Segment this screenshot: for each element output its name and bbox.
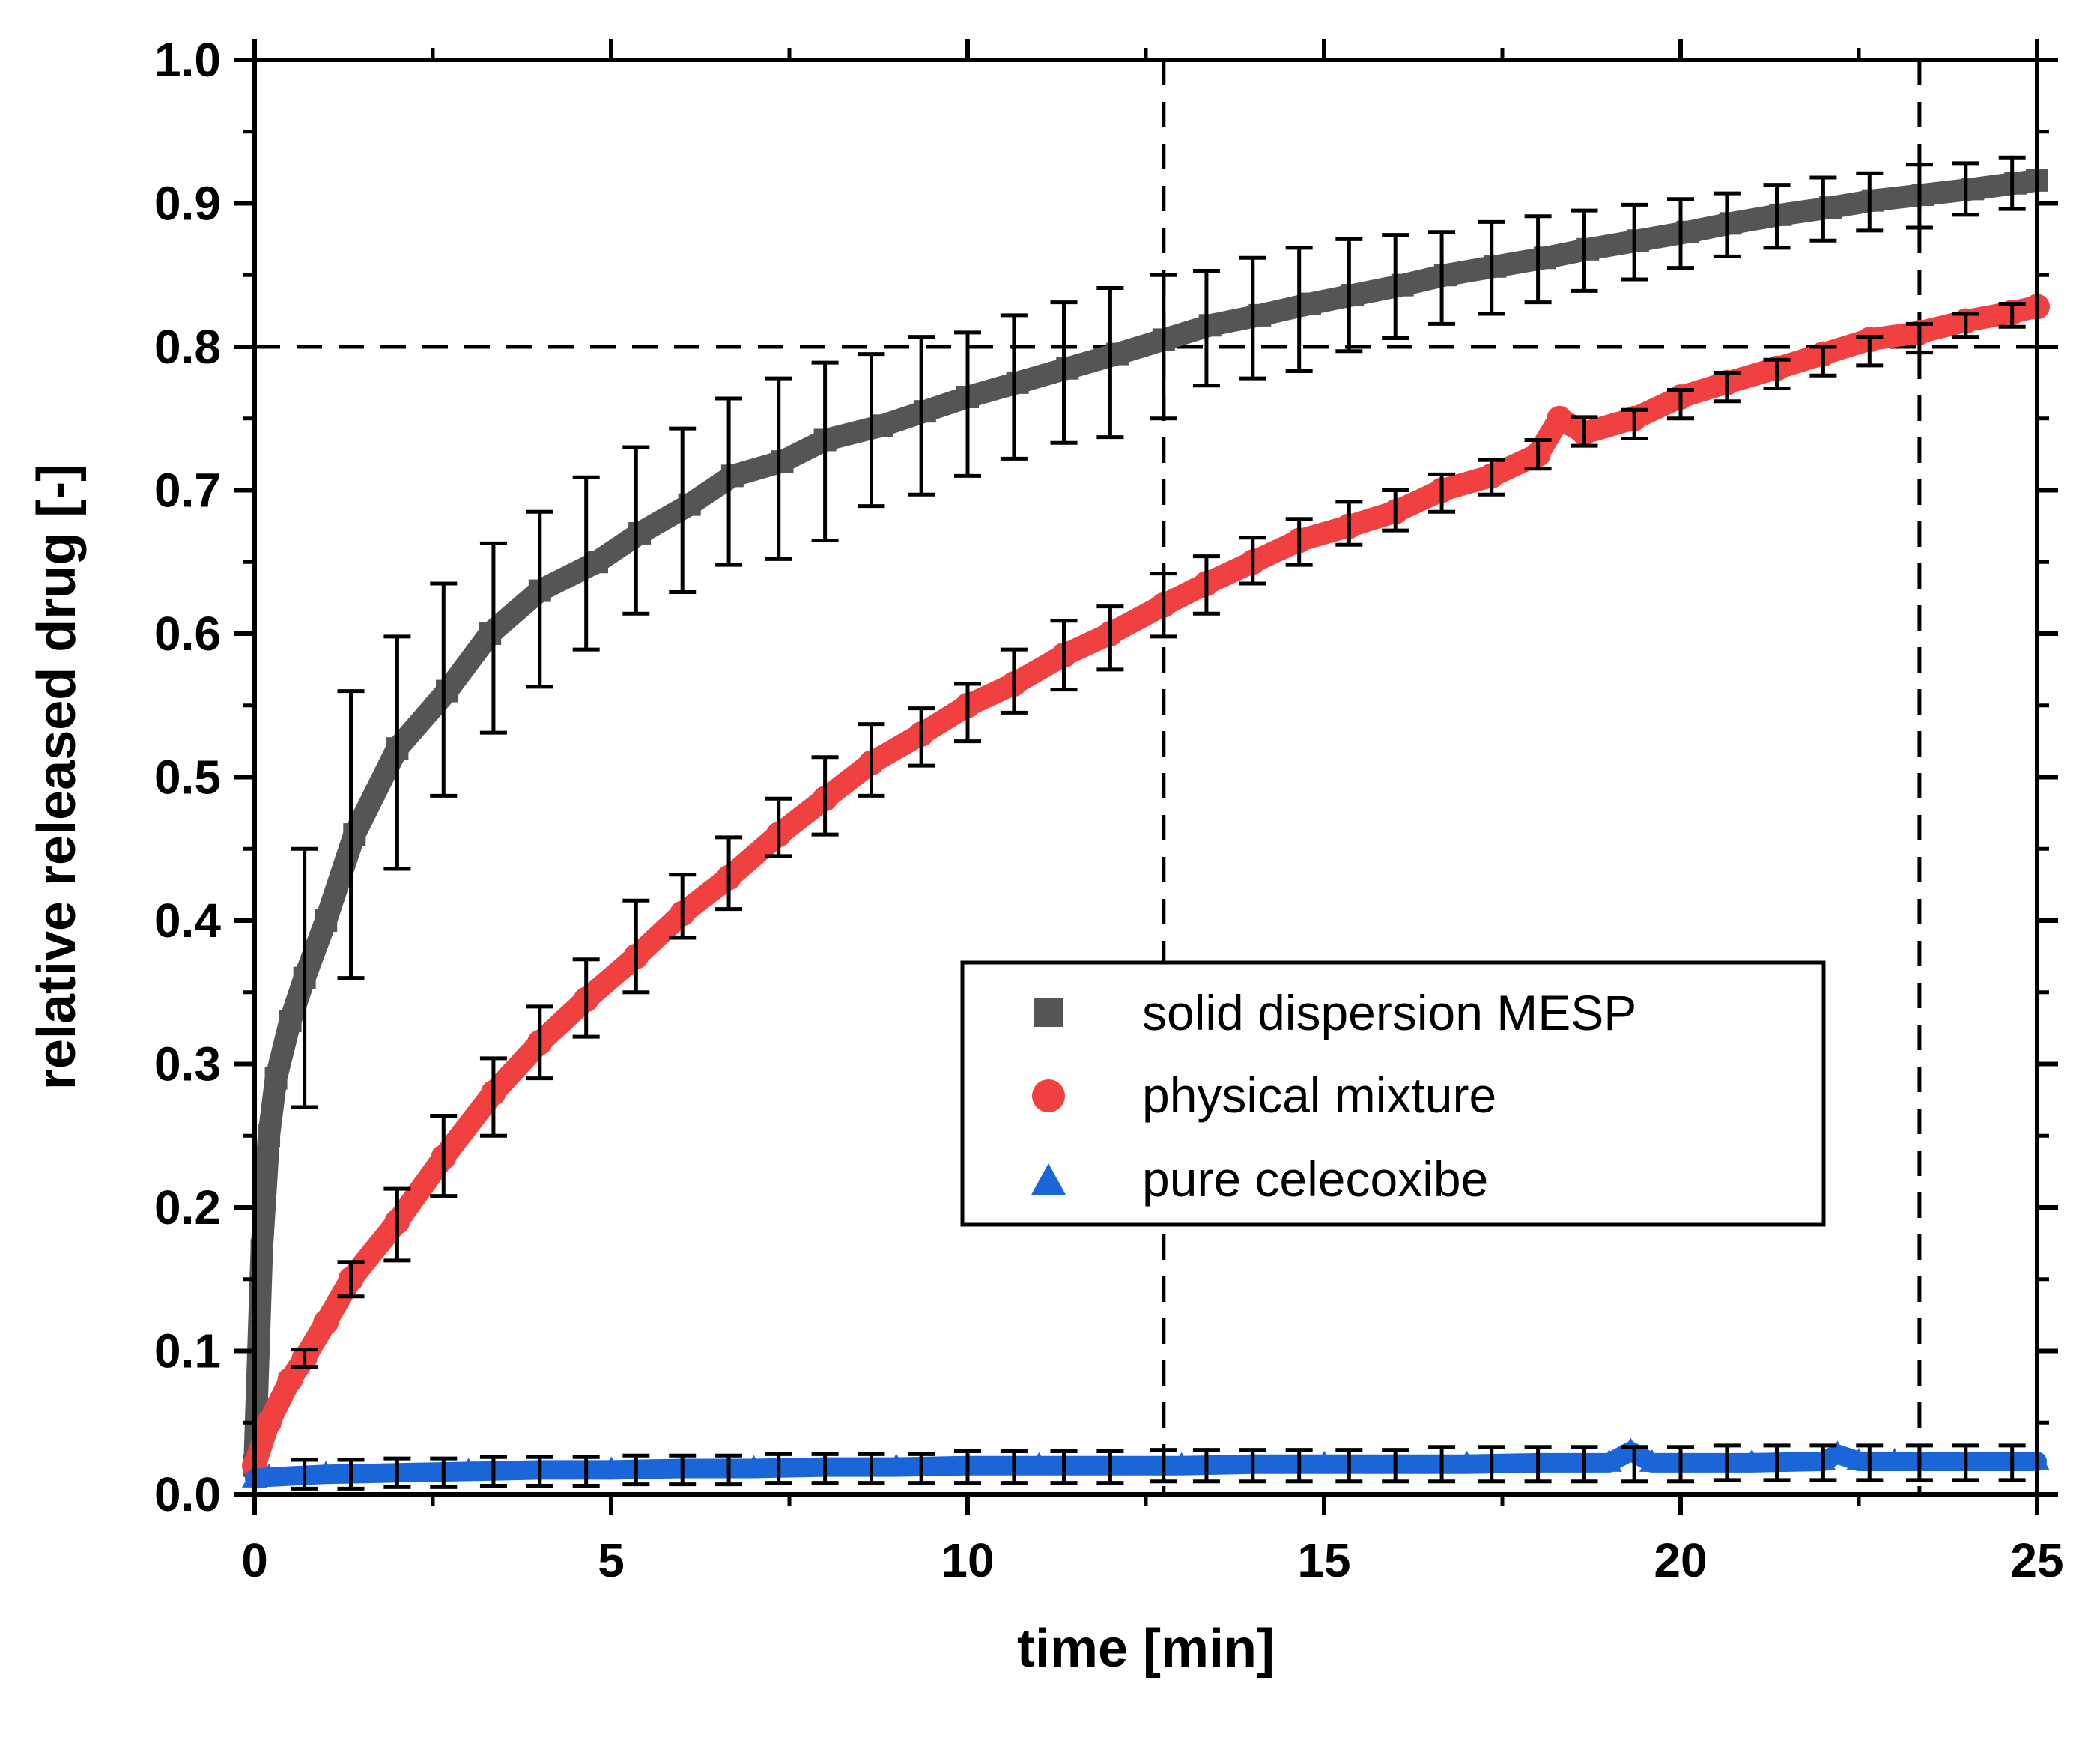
data-point-solid-dispersion-mesp: [1341, 284, 1365, 307]
data-point-solid-dispersion-mesp: [479, 622, 502, 645]
y-tick-label: 0.8: [154, 320, 221, 374]
data-point-solid-dispersion-mesp: [1198, 314, 1222, 337]
x-tick-label: 15: [1297, 1533, 1350, 1587]
data-point-solid-dispersion-mesp: [1298, 292, 1321, 315]
data-point-solid-dispersion-mesp: [264, 1067, 288, 1090]
plot-frame: [252, 58, 2039, 1497]
data-point-physical-mixture: [1547, 405, 1573, 431]
data-point-solid-dispersion-mesp: [1576, 237, 1600, 261]
data-point-solid-dispersion-mesp: [2004, 172, 2027, 195]
data-point-pure-celecoxibe: [1639, 1449, 1665, 1472]
y-tick-label: 1.0: [154, 33, 221, 87]
y-tick-label: 0.0: [154, 1467, 221, 1521]
series-line-pure-celecoxibe: [245, 1441, 2047, 1488]
y-axis-ticks: 0.0 0.1 0.2 0.3 0.4 0.5 0.6 0.7 0.8 0.9 1.0: [154, 33, 2058, 1521]
legend-marker-square: [1034, 998, 1063, 1027]
legend-box: [960, 960, 1826, 1227]
y-tick-label: 0.4: [154, 894, 221, 948]
data-point-solid-dispersion-mesp: [436, 679, 459, 703]
data-point-solid-dispersion-mesp: [628, 521, 652, 545]
data-point-solid-dispersion-mesp: [585, 551, 608, 574]
data-point-physical-mixture: [256, 1410, 282, 1436]
data-point-pure-celecoxibe: [1739, 1449, 1765, 1472]
legend-marker-triangle: [1031, 1163, 1066, 1195]
x-tick-label: 10: [941, 1533, 994, 1587]
data-point-solid-dispersion-mesp: [720, 464, 744, 488]
legend-label-solid-dispersion: solid dispersion MESP: [1142, 985, 1636, 1040]
x-tick-label: 5: [598, 1533, 625, 1587]
x-tick-label: 25: [2010, 1533, 2063, 1587]
data-point-pure-celecoxibe: [1846, 1447, 1872, 1470]
legend-label-pure-celecoxibe: pure celecoxibe: [1142, 1151, 1488, 1207]
data-point-solid-dispersion-mesp: [1484, 255, 1507, 278]
error-bars: [291, 155, 2026, 1491]
legend-marker-circle: [1032, 1079, 1065, 1112]
data-point-pure-celecoxibe: [1454, 1450, 1480, 1473]
data-point-solid-dispersion-mesp: [315, 909, 338, 932]
y-tick-label: 0.7: [154, 464, 221, 518]
y-tick-label: 0.3: [154, 1037, 221, 1091]
data-point-solid-dispersion-mesp: [1911, 184, 1934, 207]
legend-label-physical-mixture: physical mixture: [1142, 1067, 1496, 1123]
data-point-pure-celecoxibe: [598, 1456, 624, 1479]
data-point-physical-mixture: [313, 1309, 339, 1336]
data-point-pure-celecoxibe: [1618, 1437, 1644, 1461]
data-point-solid-dispersion-mesp: [343, 823, 366, 846]
data-point-solid-dispersion-mesp: [1719, 212, 1742, 235]
y-tick-label: 0.2: [154, 1180, 221, 1234]
data-point-solid-dispersion-mesp: [1433, 264, 1457, 287]
y-axis-title: relative released drug [-]: [27, 464, 87, 1090]
y-tick-label: 0.9: [154, 177, 221, 231]
x-axis-title: time [min]: [1017, 1619, 1275, 1679]
data-point-pure-celecoxibe: [883, 1453, 909, 1476]
data-point-pure-celecoxibe: [1311, 1450, 1337, 1473]
data-point-solid-dispersion-mesp: [771, 450, 794, 473]
x-axis-ticks: 0 5 10 15 20 25: [241, 39, 2064, 1587]
data-point-solid-dispersion-mesp: [870, 414, 893, 437]
data-point-pure-celecoxibe: [1881, 1447, 1908, 1470]
data-point-pure-celecoxibe: [1168, 1452, 1195, 1475]
data-point-solid-dispersion-mesp: [1006, 371, 1029, 394]
y-tick-label: 0.1: [154, 1324, 221, 1378]
y-tick-label: 0.5: [154, 751, 221, 804]
data-point-pure-celecoxibe: [313, 1461, 339, 1484]
data-point-pure-celecoxibe: [1824, 1440, 1851, 1464]
data-point-solid-dispersion-mesp: [1626, 229, 1649, 252]
x-tick-label: 20: [1654, 1533, 1707, 1587]
data-point-solid-dispersion-mesp: [1056, 357, 1079, 380]
y-tick-label: 0.6: [154, 607, 221, 661]
data-point-pure-celecoxibe: [741, 1455, 767, 1478]
data-point-solid-dispersion-mesp: [258, 1124, 281, 1148]
series-line-physical-mixture: [243, 295, 2048, 1477]
data-point-solid-dispersion-mesp: [279, 1010, 302, 1033]
data-point-solid-dispersion-mesp: [1769, 203, 1792, 226]
reference-lines: [255, 60, 2037, 1494]
data-point-pure-celecoxibe: [1596, 1449, 1622, 1472]
data-point-solid-dispersion-mesp: [1862, 189, 1885, 212]
x-tick-label: 0: [241, 1533, 268, 1587]
data-point-pure-celecoxibe: [1026, 1452, 1052, 1475]
data-point-physical-mixture: [277, 1366, 303, 1392]
data-point-pure-celecoxibe: [256, 1464, 282, 1487]
legend: solid dispersion MESP physical mixture p…: [960, 960, 1826, 1227]
data-point-pure-celecoxibe: [455, 1458, 482, 1481]
data-point-solid-dispersion-mesp: [913, 400, 936, 423]
